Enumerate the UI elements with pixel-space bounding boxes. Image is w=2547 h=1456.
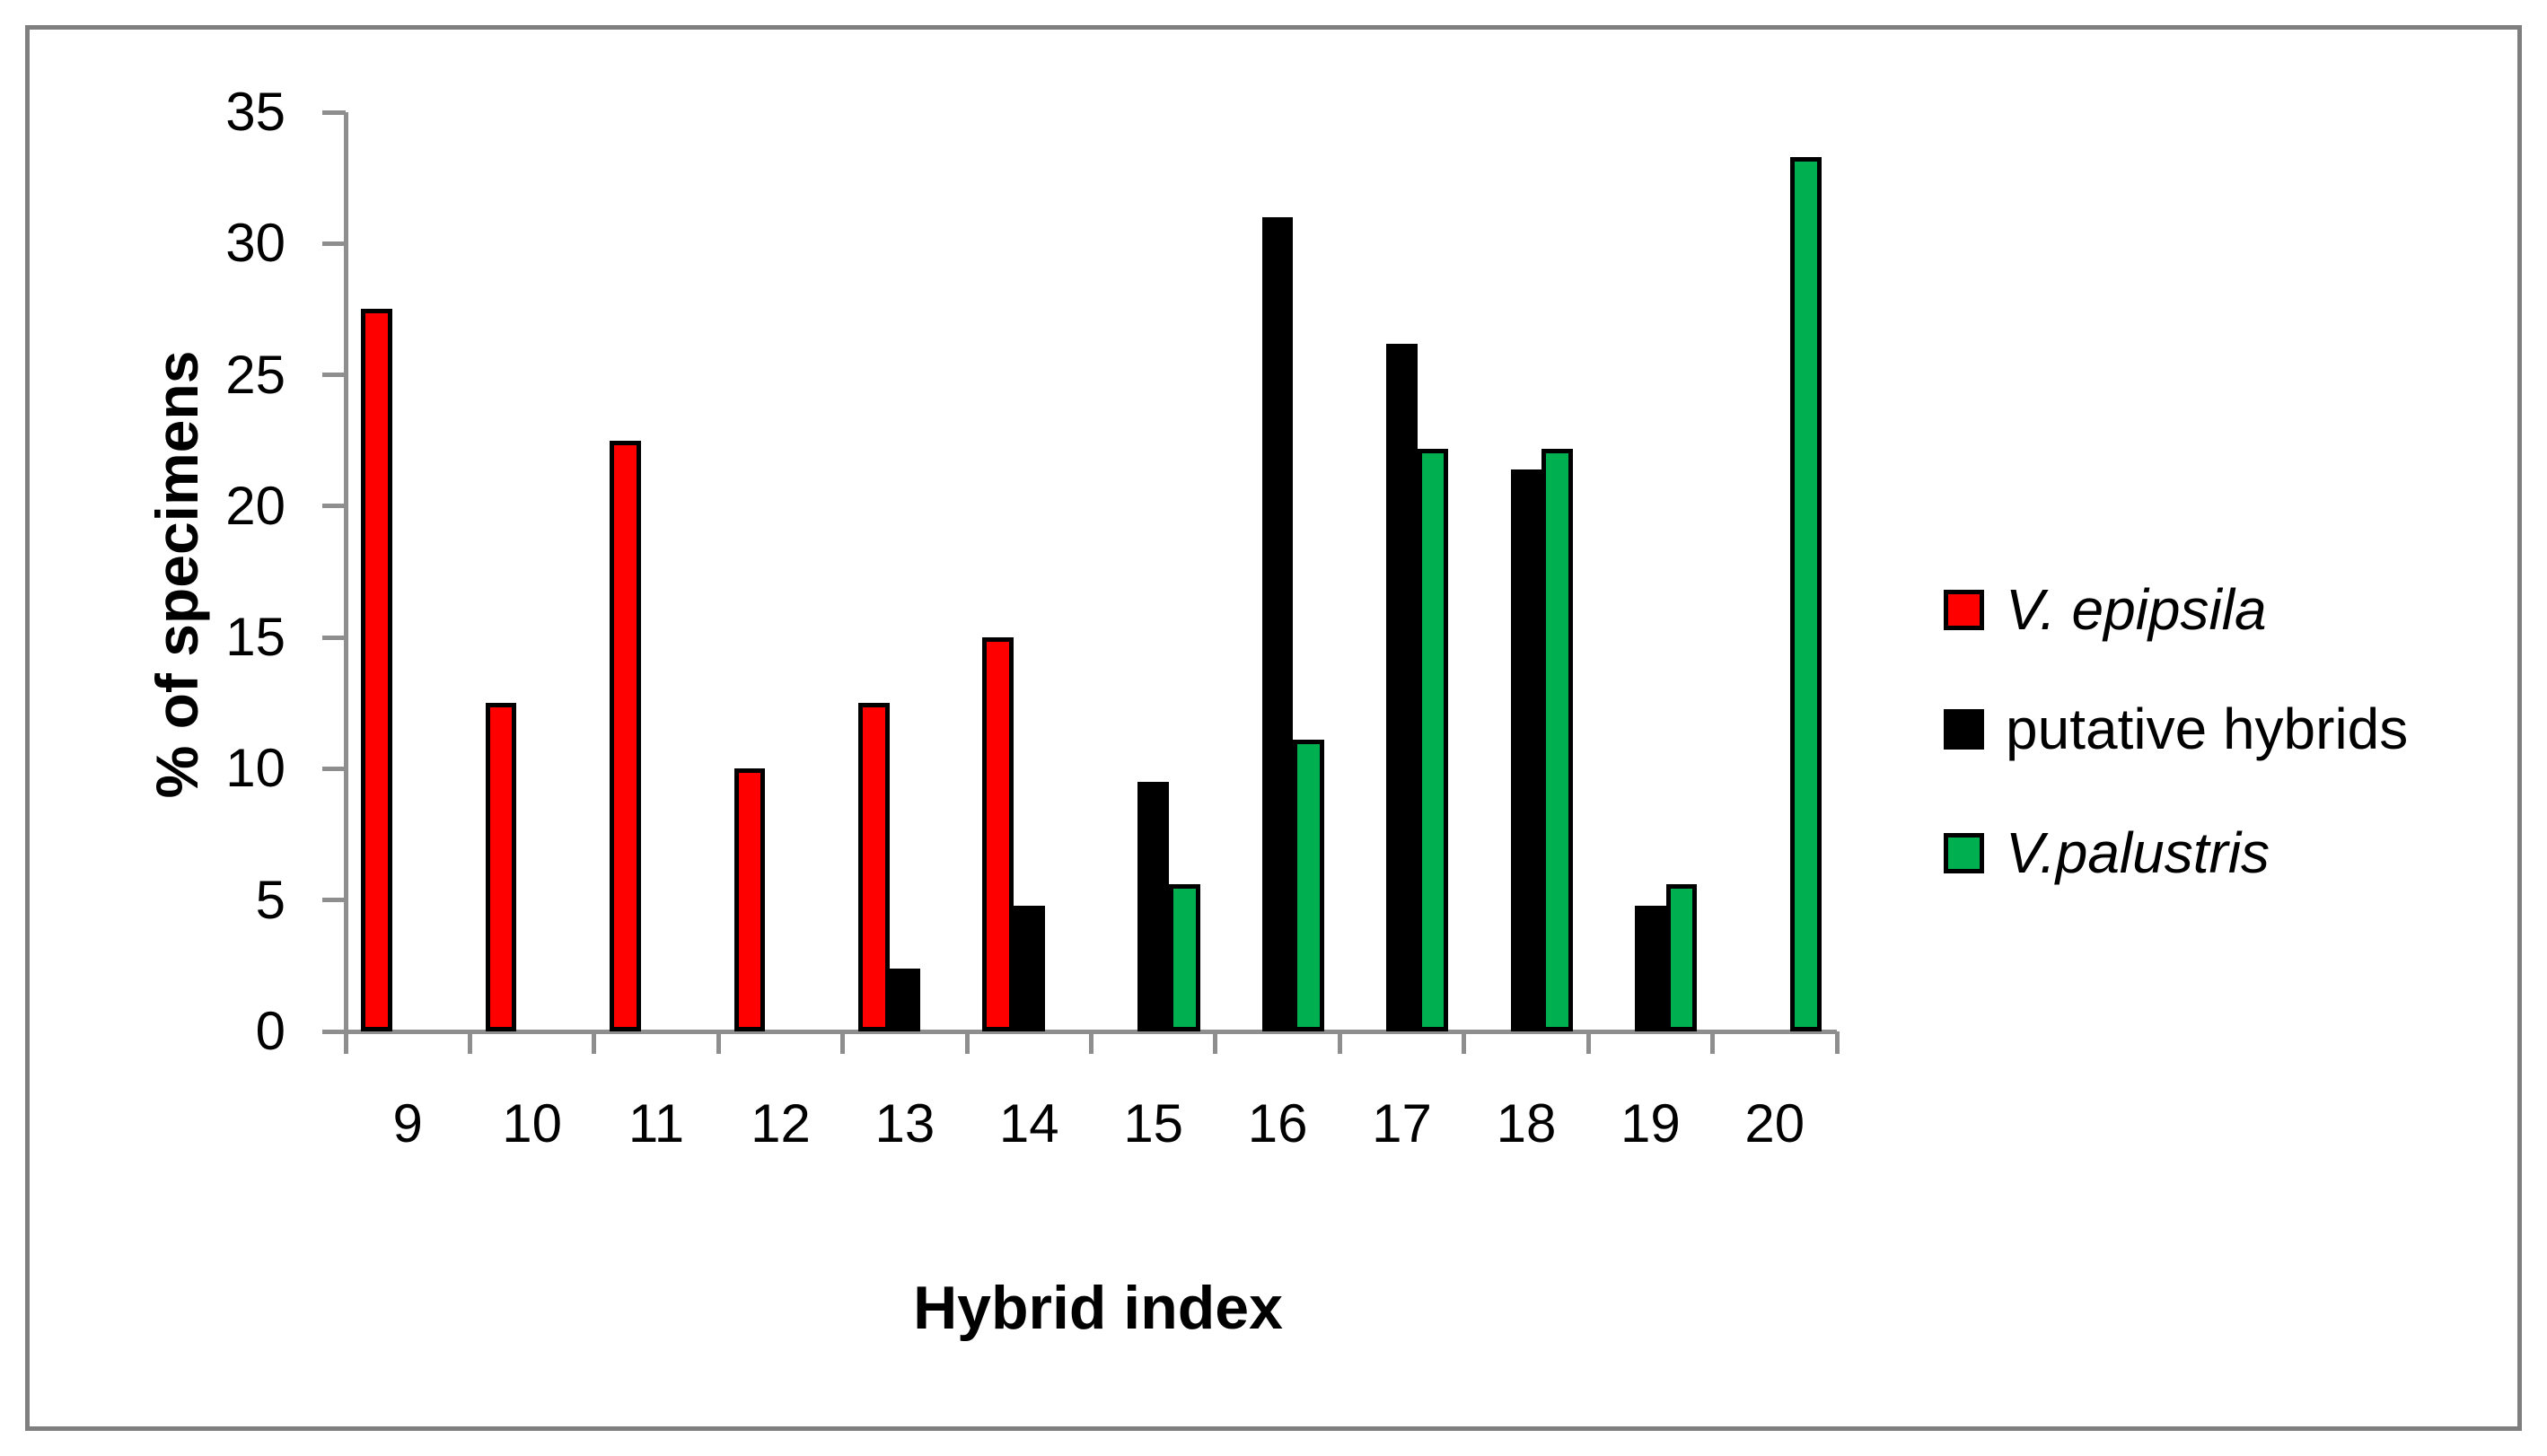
y-axis-tick [322,635,346,640]
y-tick-label: 35 [225,82,285,142]
legend-swatch-v-palustris [1944,832,1984,873]
x-axis-tick [840,1031,846,1054]
x-axis-tick [1089,1031,1093,1054]
x-axis-tick [1834,1031,1840,1054]
bar-v-palustris [1169,884,1200,1031]
x-tick-label: 16 [1247,1093,1308,1153]
bar-v-palustris [1541,448,1573,1031]
x-tick-label: 15 [1123,1093,1184,1153]
x-axis-tick [964,1031,970,1054]
y-axis-tick [322,766,346,771]
y-axis-tick [322,110,346,115]
bar-v-epipsila [733,768,766,1031]
y-axis-tick [322,504,346,509]
legend-item-v-epipsila: V. epipsila [1944,577,2267,642]
y-axis-title: % of specimens [144,350,210,799]
bar-v-epipsila [485,703,517,1031]
x-axis-tick [1213,1031,1218,1054]
x-axis-tick [467,1031,472,1054]
legend-swatch-v-epipsila [1944,589,1984,630]
x-tick-label: 9 [392,1093,423,1153]
x-axis-line [322,1029,1837,1034]
bar-v-palustris [1790,156,1822,1031]
bar-v-palustris [1417,448,1449,1031]
y-axis-tick [322,373,346,378]
x-tick-label: 11 [628,1093,685,1153]
bar-putative-hybrids [889,968,921,1031]
bar-putative-hybrids [1137,782,1169,1031]
x-tick-label: 13 [874,1093,935,1153]
x-axis-tick [1337,1031,1342,1054]
x-axis-title: Hybrid index [913,1274,1283,1342]
x-tick-label: 20 [1744,1093,1805,1153]
figure-border [25,25,2522,1431]
x-axis-tick [1462,1031,1467,1054]
x-axis-tick [1585,1031,1591,1054]
bar-putative-hybrids [1261,217,1294,1031]
legend-item-v-palustris: V.palustris [1944,820,2270,885]
x-tick-label: 10 [502,1093,562,1153]
x-axis-tick [592,1031,597,1054]
legend-label-v-epipsila: V. epipsila [2006,577,2267,642]
x-tick-label: 18 [1496,1093,1557,1153]
y-tick-label: 15 [225,607,285,668]
legend-label-v-palustris: V.palustris [2006,820,2270,885]
y-tick-label: 20 [225,475,285,536]
x-tick-label: 14 [998,1093,1059,1153]
bar-putative-hybrids [1635,905,1666,1031]
bar-v-epipsila [858,703,890,1031]
x-axis-tick [343,1031,348,1054]
y-axis-tick [322,1029,346,1034]
x-tick-label: 17 [1372,1093,1432,1153]
bar-v-epipsila [610,440,641,1031]
bar-v-epipsila [361,309,392,1031]
x-axis-tick [1710,1031,1716,1054]
y-axis-line [343,112,348,1054]
bar-putative-hybrids [1386,343,1418,1031]
bar-putative-hybrids [1014,905,1045,1031]
y-tick-label: 25 [225,344,285,405]
y-tick-label: 5 [255,869,285,930]
legend-swatch-putative-hybrids [1944,708,1984,750]
bar-v-palustris [1293,740,1324,1031]
y-tick-label: 30 [225,213,285,274]
x-axis-tick [716,1031,721,1054]
x-tick-label: 19 [1620,1093,1681,1153]
y-axis-tick [322,898,346,903]
y-tick-label: 0 [255,1001,285,1061]
y-axis-tick [322,241,346,246]
legend-label-putative-hybrids: putative hybrids [2006,697,2409,761]
x-tick-label: 12 [751,1093,811,1153]
y-tick-label: 10 [225,738,285,799]
bar-v-epipsila [982,637,1014,1031]
legend-item-putative-hybrids: putative hybrids [1944,697,2408,761]
bar-putative-hybrids [1510,469,1542,1031]
bar-v-palustris [1665,884,1698,1031]
